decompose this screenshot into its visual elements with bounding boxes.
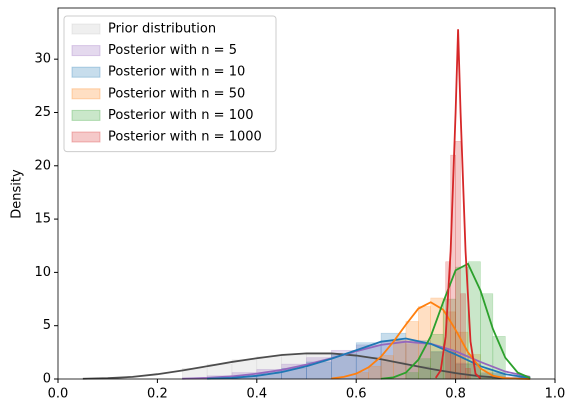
legend-label: Prior distribution xyxy=(108,22,216,37)
kde-line xyxy=(434,29,482,380)
legend-label: Posterior with n = 5 xyxy=(108,43,237,58)
legend-label: Posterior with n = 100 xyxy=(108,108,254,123)
histogram-bar xyxy=(455,141,461,380)
x-tick-label: 0.2 xyxy=(147,387,168,402)
x-tick-label: 0.0 xyxy=(48,387,69,402)
y-tick-label: 25 xyxy=(34,105,51,120)
legend-label: Posterior with n = 50 xyxy=(108,86,245,101)
kde-line xyxy=(82,352,531,380)
y-tick-label: 20 xyxy=(34,158,51,173)
y-axis-label: Density xyxy=(10,169,25,219)
y-tick-label: 5 xyxy=(43,318,51,333)
histogram-bar xyxy=(405,372,419,380)
y-tick-label: 10 xyxy=(34,265,51,280)
histogram-bar xyxy=(405,343,431,380)
legend-swatch xyxy=(71,45,101,57)
plot-frame xyxy=(57,7,556,380)
histogram-bar xyxy=(430,333,444,380)
legend-swatch xyxy=(71,131,101,143)
x-tick-label: 0.6 xyxy=(346,387,367,402)
kde-line xyxy=(380,262,531,380)
legend-swatch xyxy=(71,23,101,35)
y-tick-label: 15 xyxy=(34,212,51,227)
y-tick-label: 0 xyxy=(43,372,51,387)
x-tick-label: 1.0 xyxy=(545,387,566,402)
histogram-bar xyxy=(368,365,382,380)
legend-box xyxy=(63,15,277,153)
legend-label: Posterior with n = 1000 xyxy=(108,130,262,145)
x-tick-label: 0.8 xyxy=(445,387,466,402)
histogram-bar xyxy=(430,352,456,380)
histogram-bar xyxy=(331,354,357,380)
x-tick-label: 0.4 xyxy=(246,387,267,402)
kde-line xyxy=(331,301,531,380)
y-tick-label: 30 xyxy=(34,52,51,67)
histogram-bar xyxy=(460,293,466,380)
legend-label: Posterior with n = 10 xyxy=(108,65,245,80)
legend-swatch xyxy=(71,88,101,100)
legend-swatch xyxy=(71,66,101,78)
legend-swatch xyxy=(71,109,101,121)
